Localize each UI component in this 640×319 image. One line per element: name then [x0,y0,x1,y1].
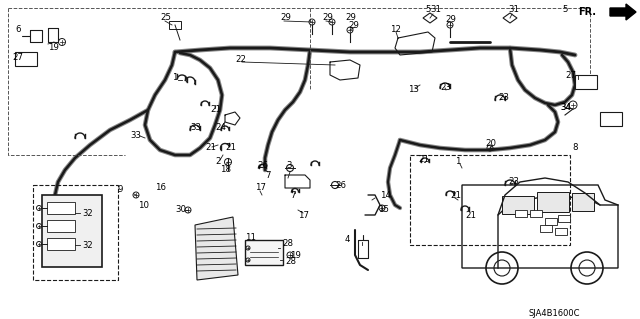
Text: 7: 7 [265,170,271,180]
Text: 20: 20 [485,138,496,147]
Text: 1: 1 [172,73,177,83]
Text: 21: 21 [465,211,476,219]
Bar [47,220,75,232]
Bar [545,218,557,225]
Text: 8: 8 [572,144,577,152]
Text: 13: 13 [408,85,419,94]
Text: 29: 29 [280,13,291,23]
Text: 23: 23 [498,93,509,101]
Text: 5: 5 [425,5,431,14]
Text: 21: 21 [205,144,216,152]
Text: 33: 33 [130,130,141,139]
Text: 31: 31 [508,5,519,14]
Text: 16: 16 [155,183,166,192]
Text: 12: 12 [390,26,401,34]
Bar [47,202,75,214]
Text: 17: 17 [255,183,266,192]
Bar [245,240,283,265]
Text: 28: 28 [285,257,296,266]
Text: 21: 21 [210,106,221,115]
Bar [572,193,594,211]
Text: 27: 27 [12,54,23,63]
Text: 18: 18 [220,166,231,174]
Text: 31: 31 [430,5,441,14]
Text: 32: 32 [82,209,93,218]
Text: 23: 23 [508,177,519,187]
Bar [575,75,597,89]
Text: 27: 27 [565,70,576,79]
Bar [540,225,552,232]
Bar [15,52,37,66]
Text: 14: 14 [380,190,391,199]
Text: 5: 5 [562,5,568,14]
Text: 15: 15 [378,205,389,214]
Text: 4: 4 [345,235,351,244]
Text: 19: 19 [290,250,301,259]
Text: 34: 34 [560,103,571,113]
Polygon shape [462,185,618,268]
Bar [537,192,569,212]
Text: 21: 21 [418,155,429,165]
Text: 6: 6 [15,26,20,34]
Bar [410,155,570,245]
Bar [515,210,527,217]
Bar [555,228,567,235]
Text: 29: 29 [322,13,333,23]
Text: 29: 29 [348,20,359,29]
Text: 19: 19 [48,42,59,51]
Text: 28: 28 [282,239,293,248]
Text: 23: 23 [440,84,451,93]
Text: 32: 32 [82,241,93,249]
Polygon shape [423,13,437,23]
Text: 33: 33 [190,123,201,132]
Text: 34: 34 [560,103,571,113]
Text: 2: 2 [215,158,221,167]
Bar [530,210,542,217]
Bar [502,196,534,214]
Text: SJA4B1600C: SJA4B1600C [529,308,580,317]
Text: 9: 9 [118,186,124,195]
Text: 26: 26 [257,160,268,169]
Text: 24: 24 [215,123,226,132]
Polygon shape [610,4,636,20]
Bar [42,195,102,267]
Text: 10: 10 [138,201,149,210]
Text: 21: 21 [225,144,236,152]
Bar [600,112,622,126]
Bar [169,21,181,29]
Text: 21: 21 [450,190,461,199]
Text: FR.: FR. [578,7,596,17]
Text: 3: 3 [286,160,291,169]
Text: 1: 1 [455,158,461,167]
Polygon shape [195,217,238,280]
Text: 17: 17 [298,211,309,219]
Bar [558,215,570,222]
Text: 22: 22 [235,56,246,64]
Text: 7: 7 [290,191,296,201]
Bar [33,185,118,280]
Text: 26: 26 [335,181,346,189]
Text: 29: 29 [445,16,456,25]
Text: 29: 29 [345,13,356,23]
Text: 25: 25 [160,13,171,23]
Polygon shape [503,13,517,23]
Text: 11: 11 [245,234,256,242]
Text: 30: 30 [175,205,186,214]
Bar [47,238,75,250]
